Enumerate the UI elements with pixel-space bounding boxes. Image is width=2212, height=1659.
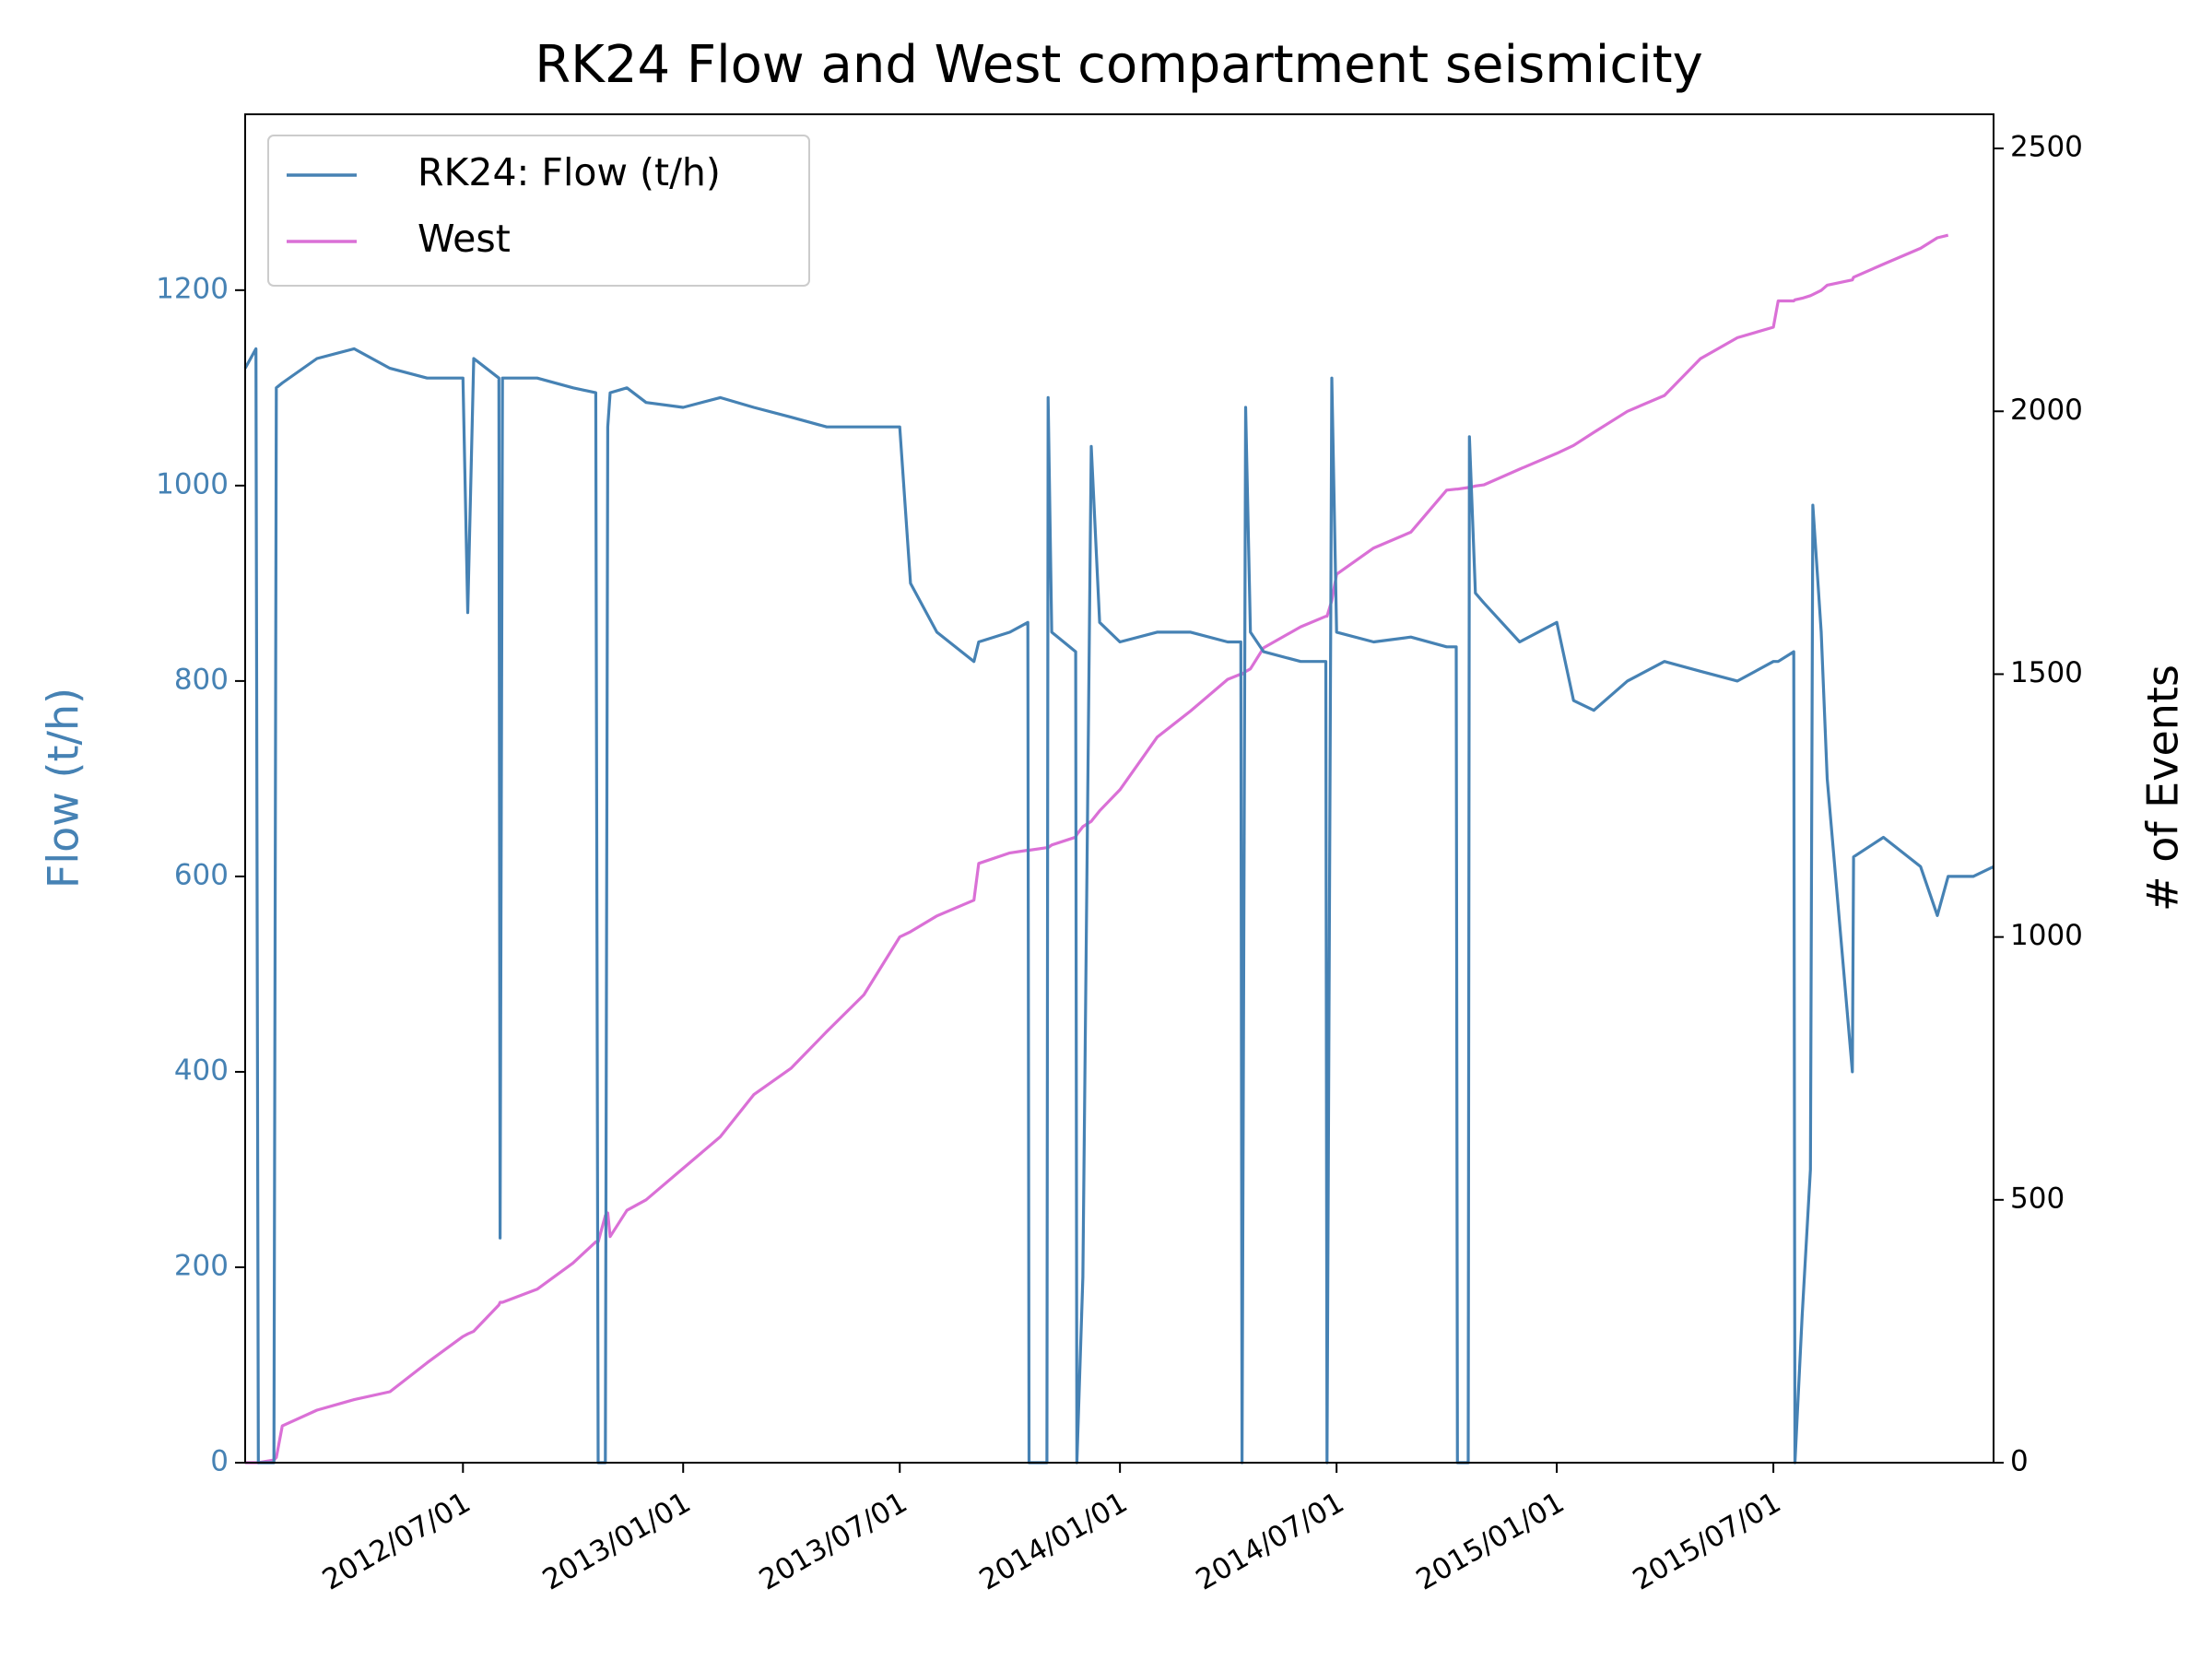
y2-tick-label: 500	[2010, 1182, 2065, 1215]
y-tick-label: 400	[174, 1053, 229, 1087]
legend-box	[267, 135, 810, 287]
y2-axis-label: # of Events	[2138, 665, 2188, 912]
y-tick-label: 600	[174, 858, 229, 891]
y-tick-label: 1200	[156, 272, 229, 305]
plot-frame	[244, 113, 1994, 1464]
legend-label: RK24: Flow (t/h)	[418, 150, 721, 194]
y2-tick-label: 1500	[2010, 656, 2083, 689]
legend-label: West	[418, 217, 511, 261]
y2-tick-label: 2500	[2010, 131, 2083, 164]
y2-tick-label: 0	[2010, 1445, 2029, 1478]
y-axis-label: Flow (t/h)	[39, 688, 88, 888]
series-line	[243, 347, 1994, 1465]
y-tick-label: 800	[174, 663, 229, 696]
y2-tick-label: 2000	[2010, 394, 2083, 427]
y-tick-label: 1000	[156, 467, 229, 500]
y-tick-label: 0	[210, 1445, 229, 1478]
chart-title: RK24 Flow and West compartment seismicit…	[535, 35, 1703, 95]
y2-tick-label: 1000	[2010, 919, 2083, 952]
legend: RK24: Flow (t/h) West	[267, 135, 810, 287]
y-tick-label: 200	[174, 1249, 229, 1282]
series-line	[245, 233, 1949, 1465]
